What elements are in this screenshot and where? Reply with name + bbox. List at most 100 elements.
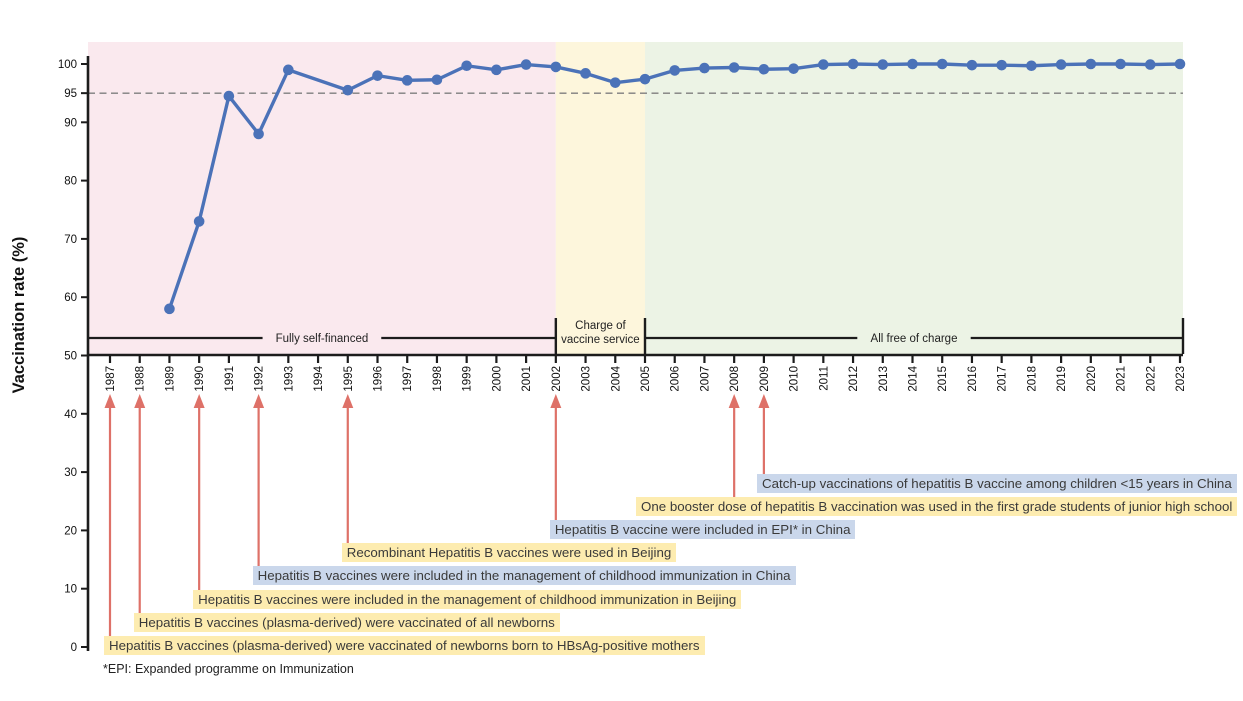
x-tick-label-1989: 1989 (164, 366, 176, 392)
arrow-head-icon (193, 394, 205, 408)
data-point (223, 90, 235, 102)
x-tick-label-2020: 2020 (1086, 366, 1098, 392)
x-tick-label-1988: 1988 (135, 366, 147, 392)
x-tick-label-2009: 2009 (759, 366, 771, 392)
y-tick-label: 90 (64, 117, 77, 129)
data-point (936, 58, 948, 70)
arrow-head-icon (728, 394, 740, 408)
x-tick-label-1998: 1998 (432, 366, 444, 392)
x-tick-label-2008: 2008 (729, 366, 741, 392)
event-arrow-2009 (758, 394, 770, 476)
x-tick-label-1996: 1996 (373, 366, 385, 392)
event-arrow-1990 (193, 394, 205, 592)
data-point (758, 63, 770, 75)
y-tick-label: 0 (71, 642, 77, 654)
region-band-charge-of-vaccine-service (555, 42, 645, 355)
period-label-fully-self-financed: Fully self-financed (276, 333, 369, 345)
x-tick-label-2006: 2006 (670, 366, 682, 392)
region-band-fully-self-financed (88, 42, 556, 355)
x-tick-label-1994: 1994 (313, 365, 325, 391)
y-tick-label: 30 (64, 467, 77, 479)
region-band-all-free-of-charge (645, 42, 1183, 355)
x-tick-label-2004: 2004 (610, 365, 622, 391)
data-point (818, 59, 829, 70)
data-point (907, 58, 918, 70)
data-point (728, 62, 740, 73)
x-tick-label-1991: 1991 (224, 366, 236, 392)
data-point (401, 75, 413, 86)
footnote: *EPI: Expanded programme on Immunization (103, 662, 354, 676)
data-point (1055, 59, 1067, 70)
x-tick-label-1992: 1992 (254, 366, 266, 392)
x-tick-label-2002: 2002 (551, 366, 563, 392)
data-point (1144, 59, 1156, 70)
x-tick-label-2011: 2011 (818, 366, 830, 391)
data-point (609, 77, 621, 88)
arrow-head-icon (134, 394, 146, 408)
data-point (669, 65, 681, 76)
x-tick-label-2013: 2013 (878, 366, 890, 392)
arrow-head-icon (342, 394, 354, 408)
event-arrow-2008 (728, 394, 740, 499)
arrow-head-icon (104, 394, 116, 408)
x-tick-label-2000: 2000 (491, 366, 503, 392)
x-tick-label-1999: 1999 (462, 366, 474, 392)
data-point (550, 61, 562, 73)
x-tick-label-2012: 2012 (848, 366, 860, 392)
y-tick-label: 10 (64, 584, 77, 596)
x-tick-label-1990: 1990 (194, 366, 206, 392)
data-point (283, 64, 294, 76)
y-tick-label: 60 (64, 292, 77, 304)
arrow-head-icon (253, 394, 265, 408)
data-point (639, 73, 651, 85)
period-label-charge-of-vaccine-service: Charge of (575, 320, 626, 332)
data-point (1026, 60, 1037, 72)
y-tick-label: 80 (64, 176, 77, 188)
x-tick-label-2001: 2001 (521, 366, 533, 392)
data-point (342, 84, 354, 96)
data-point (699, 62, 710, 74)
data-point (580, 68, 591, 79)
data-point (253, 128, 264, 140)
data-point (491, 64, 502, 76)
x-tick-label-2014: 2014 (908, 365, 920, 391)
y-tick-label: 100 (58, 59, 77, 71)
data-point (164, 303, 175, 315)
x-tick-label-2018: 2018 (1026, 366, 1038, 392)
vaccination-rate-line (167, 62, 1182, 311)
event-arrow-1987 (104, 394, 116, 638)
data-point (996, 59, 1007, 71)
x-tick-label-2003: 2003 (581, 366, 593, 392)
data-point (1174, 58, 1186, 70)
y-axis-ticks: 0 10 20 30 40 50 60 70 80 90 95 100 (58, 59, 88, 654)
data-point (520, 59, 532, 70)
x-tick-label-2017: 2017 (997, 366, 1009, 392)
y-tick-label: 95 (64, 88, 77, 100)
period-label-charge-of-vaccine-service: vaccine service (561, 334, 640, 346)
arrow-head-icon (758, 394, 770, 408)
data-point (1115, 58, 1126, 70)
data-point (788, 63, 799, 74)
event-arrow-1988 (134, 394, 146, 615)
x-tick-label-2016: 2016 (967, 366, 979, 392)
y-tick-label: 20 (64, 525, 77, 537)
x-tick-label-2021: 2021 (1116, 366, 1128, 392)
x-tick-label-2015: 2015 (937, 366, 949, 392)
data-point (461, 60, 472, 72)
data-point (372, 70, 383, 81)
data-point (1085, 58, 1097, 70)
x-tick-label-1987: 1987 (105, 366, 117, 392)
data-point (431, 74, 443, 86)
event-arrow-1995 (342, 394, 354, 546)
event-arrow-2002 (550, 394, 562, 522)
y-tick-label: 70 (64, 234, 77, 246)
y-tick-label: 40 (64, 409, 77, 421)
data-point (877, 59, 889, 70)
x-tick-label-2023: 2023 (1175, 366, 1187, 392)
data-point (847, 58, 859, 70)
x-tick-label-2019: 2019 (1056, 366, 1068, 392)
event-arrow-1992 (253, 394, 265, 569)
arrow-head-icon (550, 394, 562, 408)
x-tick-label-1997: 1997 (402, 366, 414, 392)
data-point (193, 216, 205, 227)
